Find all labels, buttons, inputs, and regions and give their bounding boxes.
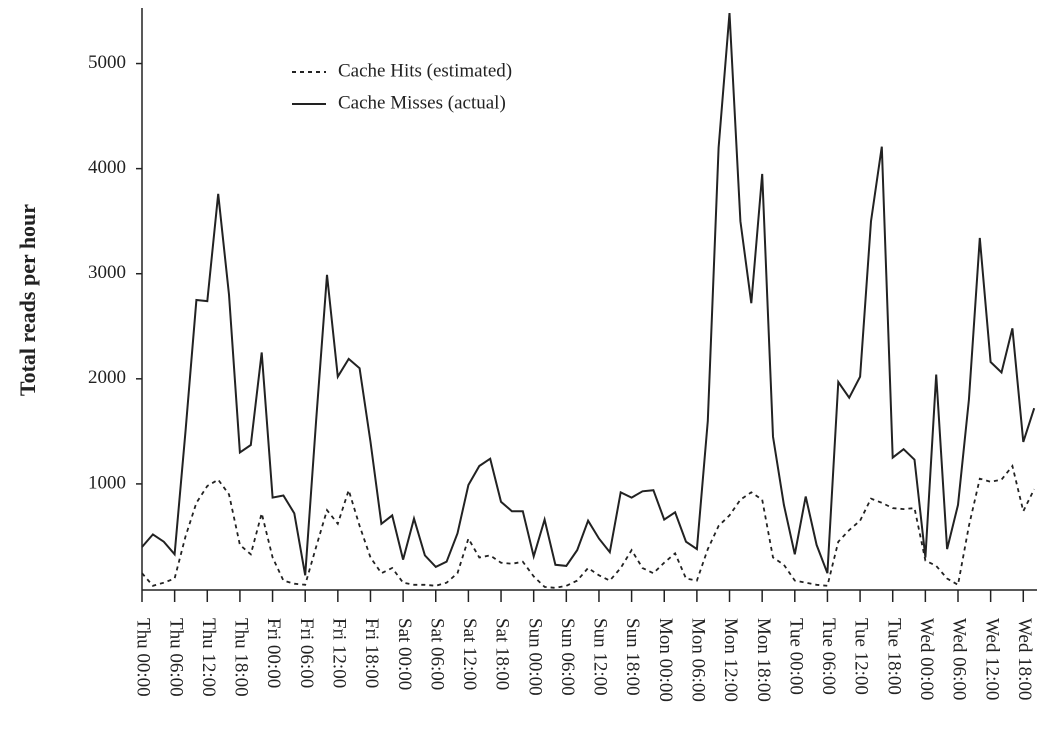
x-tick-label: Sun 12:00 [590,618,611,696]
x-tick-label: Wed 18:00 [1014,618,1035,700]
x-tick-label: Sat 18:00 [492,618,513,690]
y-tick-label: 5000 [88,52,126,73]
x-tick-label: Mon 00:00 [655,618,676,702]
x-tick-label: Wed 00:00 [916,618,937,700]
series-line [141,13,1036,576]
y-tick-label: 1000 [88,472,126,493]
y-tick-label: 4000 [88,157,126,178]
x-tick-label: Tue 00:00 [785,618,806,695]
x-tick-label: Tue 06:00 [818,618,839,695]
x-tick-label: Sat 06:00 [426,618,447,690]
x-tick-label: Wed 06:00 [949,618,970,700]
x-tick-label: Fri 18:00 [361,618,382,688]
x-tick-label: Mon 18:00 [753,618,774,702]
y-axis-label: Total reads per hour [15,204,40,396]
legend-label: Cache Misses (actual) [338,92,506,113]
x-tick-label: Sun 18:00 [622,618,643,696]
x-tick-label: Sat 00:00 [394,618,415,690]
x-tick-label: Fri 06:00 [296,618,317,688]
x-tick-label: Fri 00:00 [263,618,284,688]
x-tick-label: Wed 12:00 [981,618,1002,700]
x-tick-label: Tue 18:00 [883,618,904,695]
x-tick-label: Thu 06:00 [165,618,186,697]
x-tick-label: Tue 12:00 [851,618,872,695]
x-tick-label: Thu 12:00 [198,618,219,697]
y-tick-label: 3000 [88,262,126,283]
legend-label: Cache Hits (estimated) [338,60,512,81]
x-tick-label: Mon 06:00 [688,618,709,702]
x-tick-label: Sat 12:00 [459,618,480,690]
x-tick-label: Sun 00:00 [524,618,545,696]
x-tick-label: Sun 06:00 [557,618,578,696]
y-tick-label: 2000 [88,367,126,388]
series-line [141,463,1036,589]
x-tick-label: Fri 12:00 [328,618,349,688]
x-tick-label: Thu 18:00 [231,618,252,697]
x-tick-label: Thu 00:00 [133,618,154,697]
x-tick-label: Mon 12:00 [720,618,741,702]
